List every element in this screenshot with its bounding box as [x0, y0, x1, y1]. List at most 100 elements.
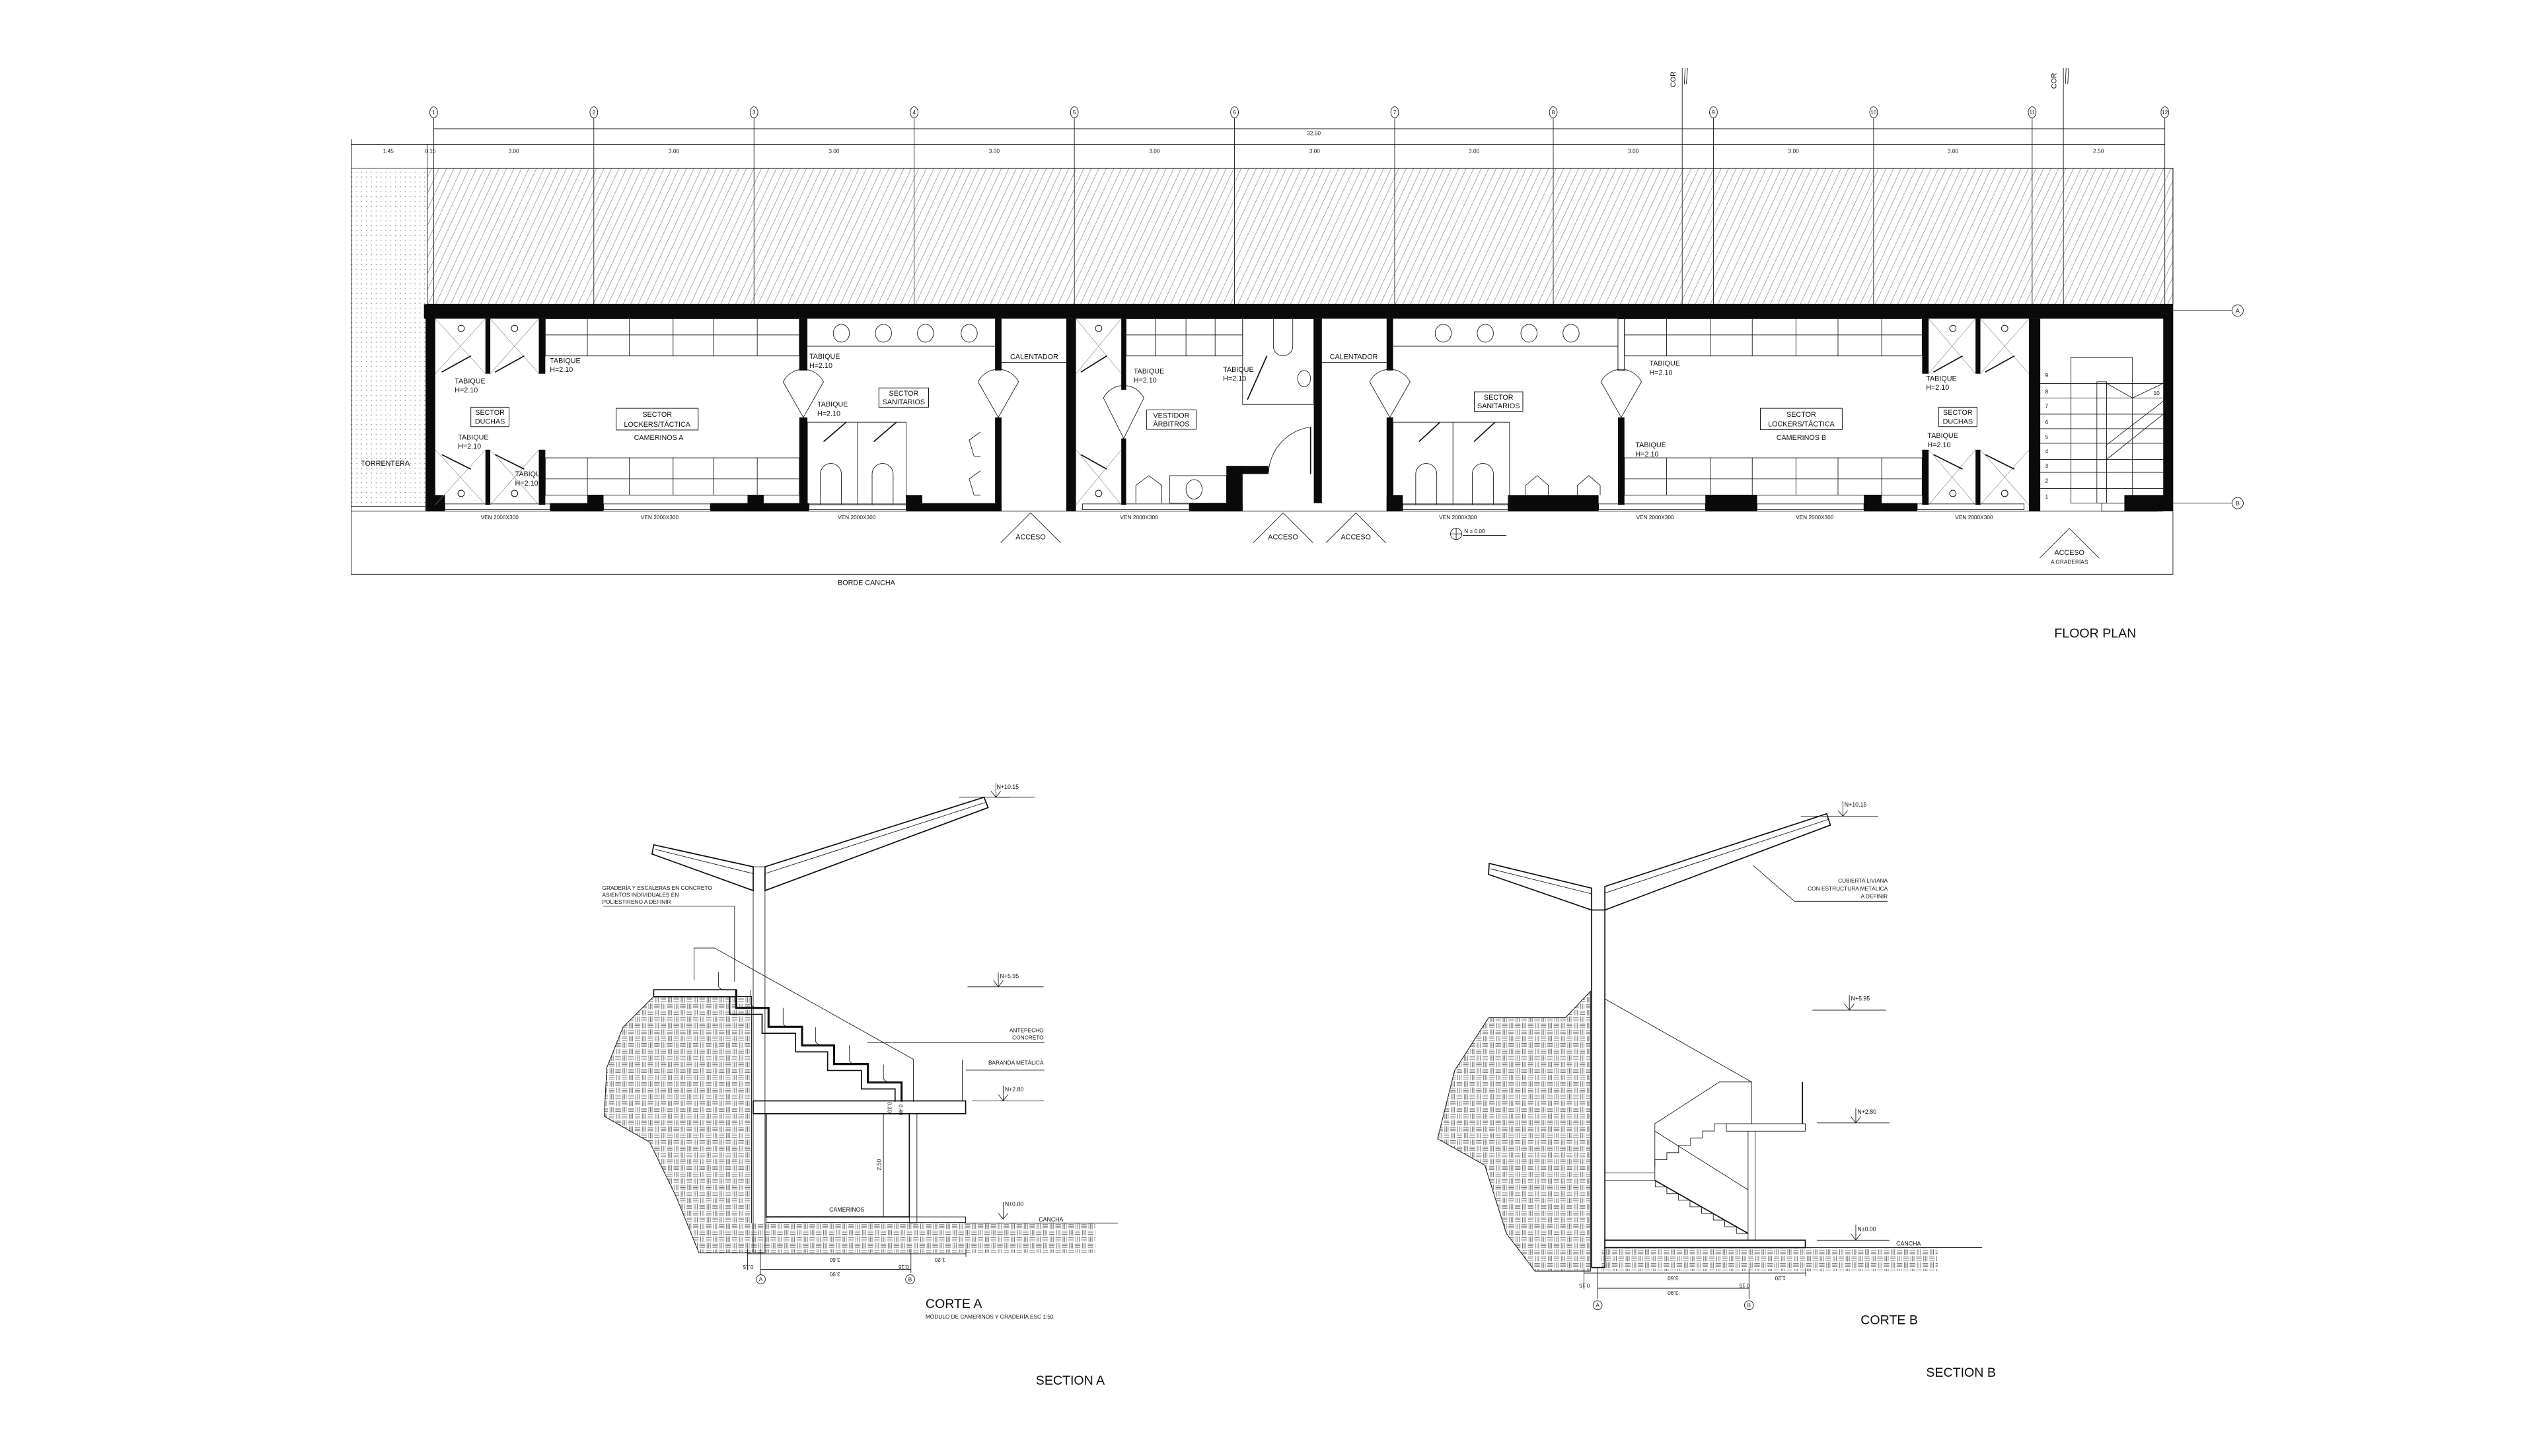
- level-label: N+2.80: [1857, 1109, 1876, 1115]
- walls: [423, 304, 2173, 511]
- grid-bubble: [910, 106, 918, 118]
- stair-step-number: 1: [2045, 493, 2048, 500]
- room-camerinos: [765, 1112, 910, 1218]
- level-marker: N ± 0.00: [1450, 528, 1506, 540]
- dimension-label: 1.45: [383, 147, 394, 154]
- level-label: N+10.15: [1845, 801, 1867, 808]
- dimension-label: 3.00: [828, 147, 840, 154]
- grid-column-label: 7: [1393, 109, 1397, 116]
- level-label: N+2.80: [1005, 1086, 1024, 1093]
- room-name: CAMERINOS A: [634, 434, 684, 442]
- dimension-label: 3.00: [1948, 147, 1959, 154]
- dimension-label: 0.15: [743, 1264, 754, 1270]
- note-parapet: CONCRETO: [1012, 1034, 1044, 1040]
- partition-label: TABIQUE: [515, 470, 546, 478]
- room-tag: [616, 408, 699, 431]
- partition-height: H=2.10: [515, 480, 538, 488]
- window-label: VEN 2000X300: [1439, 514, 1477, 521]
- shower-head-icon: [511, 490, 519, 497]
- slab-dimension: 0.40: [897, 1105, 904, 1116]
- partition-height: H=2.10: [1635, 451, 1658, 458]
- grid-bubble: [1549, 106, 1558, 118]
- slab-dimension: 0.30: [886, 1102, 893, 1113]
- room-tag-line: VESTIDOR: [1153, 412, 1189, 419]
- stair-step-number: 8: [2045, 388, 2048, 395]
- window-label: VEN 2000X300: [1796, 514, 1834, 521]
- stair-flight-up: [1654, 1123, 1727, 1167]
- dimension-label: 3.90: [829, 1271, 840, 1278]
- level-markers: N+10.15 N+5.95 N+2.80 N±0.00: [959, 783, 1045, 1219]
- grid-column-label: 8: [1552, 109, 1555, 116]
- grid-column-label: 10: [1870, 109, 1877, 116]
- room-label: CAMERINOS: [829, 1206, 864, 1213]
- stair-step-number: 7: [2045, 403, 2048, 410]
- access-label: ACCESO: [1268, 534, 1298, 542]
- floor-plan: 1 2 3 4 5 6 7 8 9 10 11 12 32.50 1.45 0.15 3.00 3.00 3.…: [351, 67, 2244, 641]
- grid-column-label: 9: [1712, 109, 1715, 116]
- section-b-dimensions: 3.60 1.20 3.90 0.15 0.15 A B: [1579, 1268, 1806, 1311]
- grid-bubble: [1070, 106, 1079, 118]
- grid-column-label: 2: [593, 109, 596, 116]
- dimension-label: 3.00: [989, 147, 1000, 154]
- grid-row-lines: A B: [2172, 305, 2244, 509]
- axis-label: B: [908, 1276, 912, 1283]
- room-tag-line: SECTOR: [1786, 411, 1816, 419]
- room-tag-line: SECTOR: [889, 390, 919, 398]
- cut-label: COR: [2051, 73, 2059, 89]
- parapet-line: [694, 947, 914, 1102]
- dimension-label: 3.00: [669, 147, 680, 154]
- cut-label: COR: [1670, 71, 1677, 87]
- access-stands-label: A GRADERÍAS: [2051, 558, 2088, 565]
- dimension-label: 1.20: [1775, 1275, 1786, 1282]
- room-tag-line: LOCKERS/TÁCTICA: [624, 420, 690, 429]
- room-tag: [470, 406, 509, 427]
- level-label: N+5.95: [1000, 972, 1019, 979]
- stair-step-number: 4: [2045, 448, 2048, 455]
- stair-step-number: 2: [2045, 477, 2048, 484]
- partition-label: TABIQUE: [809, 353, 840, 361]
- field-label: CANCHA: [1039, 1216, 1063, 1223]
- shower-head-icon: [511, 324, 519, 332]
- grid-bubble: [1709, 106, 1718, 118]
- dimension-label: 3.00: [508, 147, 519, 154]
- floor-plan-title: FLOOR PLAN: [2054, 626, 2136, 641]
- grid-column-label: 6: [1233, 109, 1236, 116]
- grid-bubble: [2028, 106, 2037, 118]
- grid-column-label: 12: [2162, 109, 2168, 116]
- partition-height: H=2.10: [809, 362, 832, 370]
- partition-height: H=2.10: [817, 410, 840, 418]
- field-edge-label: BORDE CANCHA: [838, 579, 896, 587]
- partition-label: TABIQUE: [455, 377, 485, 385]
- partition-label: TABIQUE: [817, 401, 848, 409]
- room-tag-line: SANITARIOS: [883, 398, 925, 406]
- partition-height: H=2.10: [1134, 377, 1157, 384]
- grid-bubble: [429, 106, 438, 118]
- window-label: VEN 2000X300: [481, 514, 519, 521]
- ground-hatch: [751, 1223, 1095, 1253]
- room-tag: [1474, 391, 1524, 412]
- column: [753, 866, 766, 1254]
- note-parapet: ANTEPECHO: [1010, 1027, 1044, 1033]
- room-tag: [1759, 408, 1843, 430]
- shower-head-icon: [1095, 490, 1103, 497]
- level-label: N+10.15: [997, 783, 1019, 790]
- shower-head-icon: [457, 490, 465, 497]
- dimension-label: 0.15: [1739, 1282, 1750, 1289]
- roof-overhang-hatch: [427, 168, 2174, 305]
- axis-label: A: [759, 1276, 763, 1283]
- room-tag: [878, 387, 929, 408]
- axis-label: A: [1596, 1302, 1599, 1309]
- partition-height: H=2.10: [1927, 441, 1950, 449]
- access-arrow-icon: [1000, 512, 1061, 543]
- partition-height: H=2.10: [1223, 375, 1246, 383]
- grid-column-label: 11: [2030, 109, 2036, 116]
- note-roof: A DEFINIR: [1861, 893, 1888, 900]
- seats: [717, 972, 893, 1083]
- partition-label: TABIQUE: [1927, 432, 1958, 440]
- earth-hatch: [1437, 990, 1591, 1272]
- note-roof: CUBIERTA LIVIANA: [1838, 877, 1888, 884]
- cut-subtitle: MÓDULO DE CAMERINOS Y GRADERÍA ESC 1:50: [926, 1313, 1054, 1320]
- note-roof: CON ESTRUCTURA METÁLICA: [1808, 885, 1888, 892]
- note-railing: BARANDA METÁLICA: [988, 1059, 1044, 1066]
- section-b-title: SECTION B: [1926, 1365, 1996, 1380]
